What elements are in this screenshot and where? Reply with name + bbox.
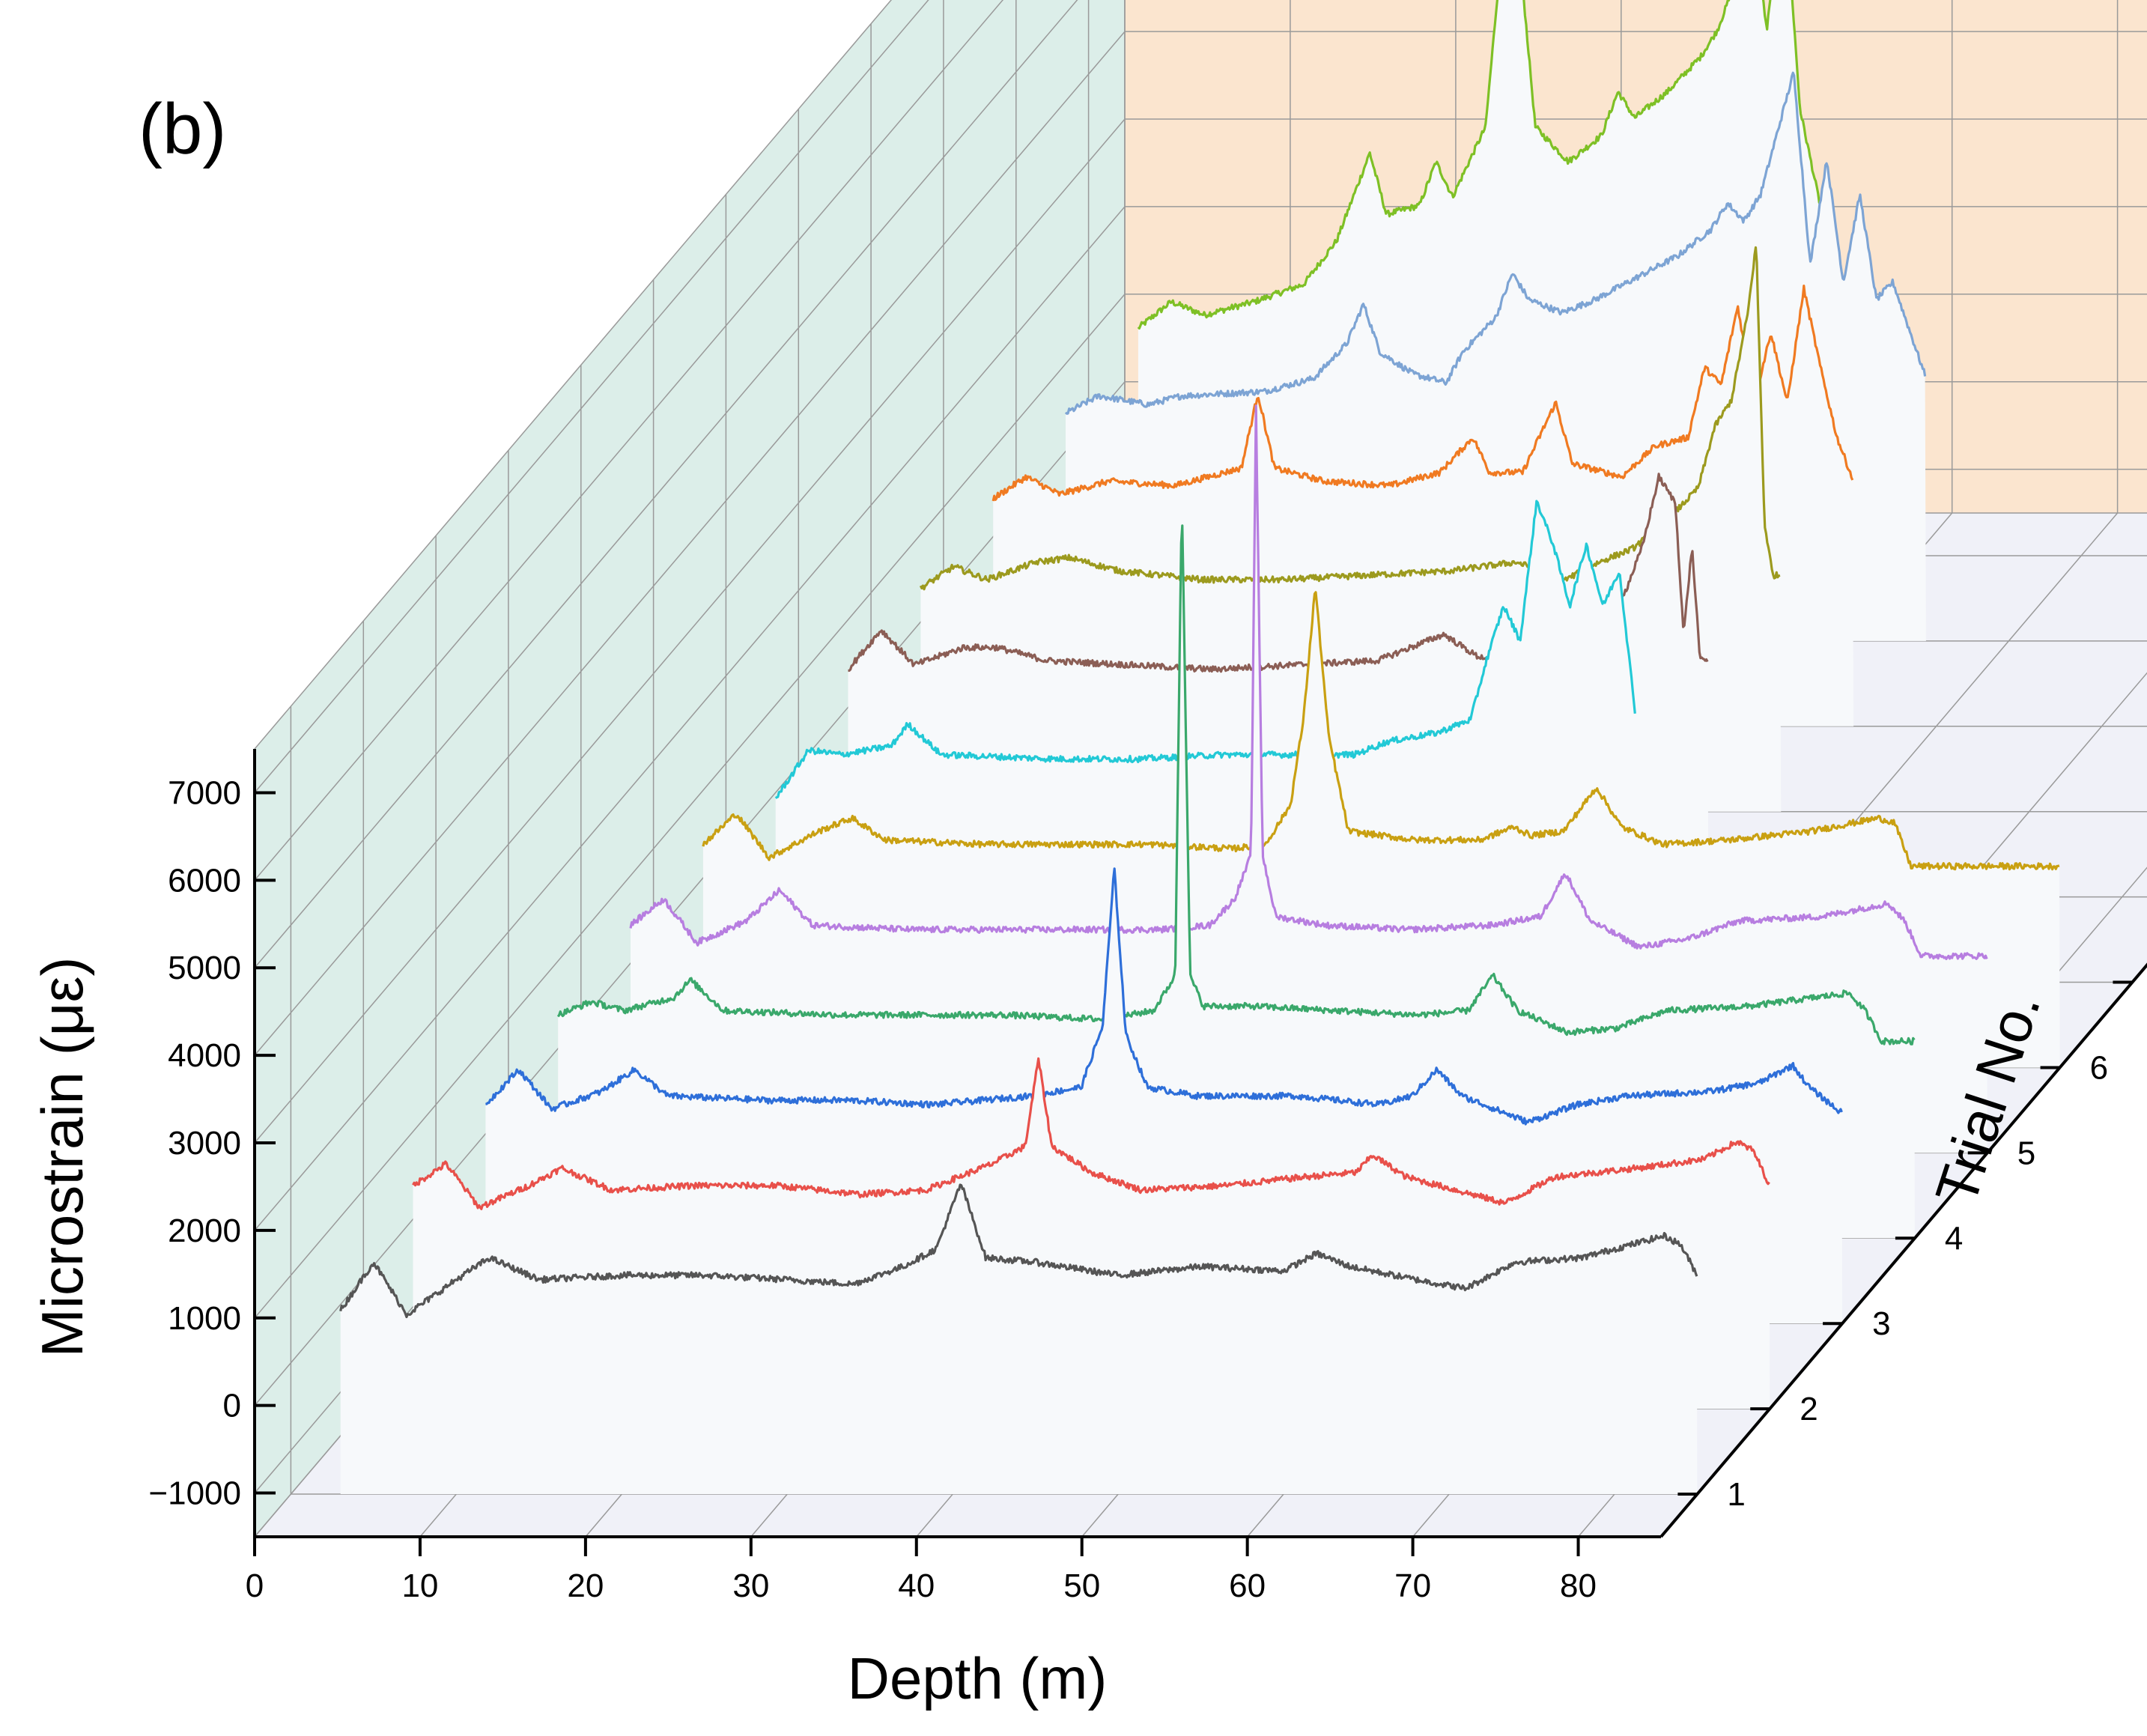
y-tick-label: 7000 [168, 774, 241, 811]
series-line-trial-9 [919, 246, 1781, 591]
series-curtain-trial-4 [558, 525, 1915, 1239]
grid-line-strain [254, 0, 1004, 881]
y-tick-label: 5000 [168, 950, 241, 986]
series-line-trial-11 [1064, 71, 1927, 415]
series-line-trial-3 [485, 867, 1843, 1126]
series-line-trial-12 [1137, 0, 1835, 330]
z-tick-label: 1 [1727, 1476, 1745, 1513]
y-tick-label: 1000 [168, 1300, 241, 1337]
x-tick-label: 50 [1063, 1567, 1100, 1604]
series-line-trial-10 [991, 285, 1854, 502]
z-tick-label: 4 [1945, 1220, 1963, 1257]
chart-series-layer [339, 0, 2060, 1494]
series-trial-4 [556, 524, 1916, 1239]
x-tick-label: 10 [401, 1567, 438, 1604]
series-line-trial-7 [774, 500, 1636, 800]
grid-line-strain [254, 0, 1078, 968]
x-axis-title: Depth (m) [848, 1645, 1108, 1711]
series-line-trial-6 [702, 591, 2060, 871]
series-line-trial-5 [629, 404, 1988, 961]
x-tick-label: 80 [1560, 1567, 1597, 1604]
y-tick-label: 2000 [168, 1213, 241, 1249]
series-curtain-trial-1 [340, 1185, 1698, 1494]
y-axis-title: Microstrain (με) [29, 957, 95, 1358]
y-tick-label: 3000 [168, 1125, 241, 1162]
y-tick-label: 0 [223, 1388, 241, 1424]
chart-tick-labels: −1000 0 1000 2000 3000 4000 5000 6000 7000 0 10 20 3… [148, 774, 2133, 1604]
series-trial-5 [629, 404, 1988, 1153]
z-tick-label: 3 [1872, 1305, 1890, 1342]
series-curtain-trial-5 [631, 405, 1987, 1153]
panel-label: (b) [139, 89, 226, 169]
z-tick-label: 2 [1800, 1391, 1817, 1427]
series-line-trial-4 [556, 524, 1916, 1045]
z-axis-line [1659, 962, 2147, 1538]
x-tick-label: 30 [732, 1567, 769, 1604]
series-line-trial-2 [412, 1057, 1770, 1210]
y-tick-label: 4000 [168, 1037, 241, 1074]
grid-line-strain [254, 0, 929, 793]
y-tick-label: 6000 [168, 862, 241, 899]
series-trial-1 [339, 1183, 1698, 1494]
x-tick-label: 20 [567, 1567, 604, 1604]
x-tick-label: 0 [246, 1567, 264, 1604]
y-tick-label: −1000 [148, 1475, 241, 1512]
x-tick-label: 40 [898, 1567, 935, 1604]
z-tick-label: 5 [2017, 1135, 2035, 1171]
x-tick-label: 70 [1394, 1567, 1431, 1604]
series-line-trial-1 [339, 1183, 1698, 1319]
z-tick-label: 6 [2090, 1049, 2108, 1086]
x-tick-label: 60 [1229, 1567, 1266, 1604]
